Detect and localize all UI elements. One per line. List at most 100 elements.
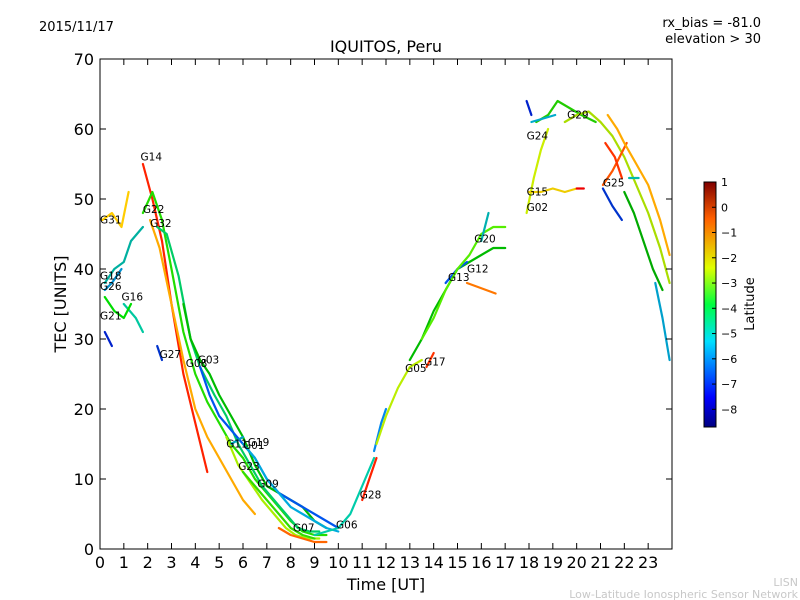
series-line-g21	[103, 295, 133, 320]
x-tick-label: 5	[214, 553, 224, 572]
y-tick-label: 10	[74, 470, 94, 489]
prn-label: G12	[467, 264, 489, 276]
y-tick-label: 50	[74, 190, 94, 209]
x-tick-label: 2	[143, 553, 153, 572]
y-tick-label: 60	[74, 120, 94, 139]
series-line-g21b	[103, 330, 114, 348]
y-tick-label: 70	[74, 50, 94, 69]
series-line-g09	[241, 470, 316, 540]
prn-label: G15	[527, 187, 549, 199]
prn-label: G05	[405, 363, 427, 375]
prn-label: G26	[100, 281, 122, 293]
series-line-g24b	[563, 110, 671, 285]
y-tick-label: 20	[74, 400, 94, 419]
y-tick-label: 40	[74, 260, 94, 279]
prn-label: G22	[143, 204, 165, 216]
x-tick-label: 13	[400, 553, 420, 572]
colorbar-tick-label: −8	[721, 403, 737, 416]
series-line-g31	[101, 190, 130, 229]
x-tick-label: 7	[262, 553, 272, 572]
prn-label: G23	[238, 461, 260, 473]
series-line-g20	[420, 225, 507, 341]
prn-label: G21	[100, 310, 122, 322]
colorbar-label: Latitude	[743, 277, 758, 331]
prn-label: G06	[336, 520, 358, 532]
x-tick-label: 17	[495, 553, 515, 572]
prn-label: G19	[248, 437, 269, 449]
colorbar-tick-label: −2	[721, 252, 737, 265]
series-line-g25e	[623, 190, 664, 292]
prn-label: G25	[603, 177, 625, 189]
colorbar-tick-label: −1	[721, 227, 737, 240]
prn-label: G18	[100, 271, 122, 283]
bias-label: rx_bias = -81.0	[662, 16, 761, 31]
x-axis: 0 1 2 3 4 5 6 7 8 9 10 11 12 13 14 15 16 17 18 19 20 21 22 23	[95, 59, 658, 572]
colorbar	[703, 181, 717, 428]
x-tick-label: 12	[376, 553, 396, 572]
series-line-g05	[375, 358, 423, 446]
series-line-g25b	[601, 187, 624, 222]
prn-label: G29	[567, 110, 589, 122]
series-line-g28	[361, 456, 378, 502]
x-tick-label: 4	[190, 553, 200, 572]
prn-label: G11	[226, 439, 248, 451]
series-line-g19	[241, 442, 340, 533]
chart-title: IQUITOS, Peru	[330, 37, 442, 56]
series-line-g01	[230, 435, 245, 446]
series-line-g25f	[654, 281, 671, 362]
y-axis: 0 10 20 30 40 50 60 70	[74, 50, 672, 559]
prn-label: G28	[360, 490, 382, 502]
series-line-g26	[103, 267, 123, 292]
x-tick-label: 0	[95, 553, 105, 572]
x-tick-label: 18	[519, 553, 539, 572]
x-tick-label: 19	[543, 553, 563, 572]
prn-label: G09	[257, 478, 279, 490]
date-label: 2015/11/17	[39, 20, 114, 35]
y-tick-label: 30	[74, 330, 94, 349]
series-line-g25	[601, 141, 628, 187]
colorbar-tick-label: −5	[721, 328, 737, 341]
series-line-g08	[156, 225, 321, 533]
y-tick-label: 0	[84, 540, 94, 559]
x-tick-label: 22	[614, 553, 634, 572]
elevation-label: elevation > 30	[665, 32, 761, 47]
series-line-g12b	[465, 281, 497, 295]
colorbar-tick-label: 0	[721, 201, 728, 214]
prn-label: G13	[448, 272, 470, 284]
series-line-g13	[408, 246, 507, 362]
series-line-g20b	[480, 211, 490, 243]
x-tick-label: 16	[471, 553, 491, 572]
series-line-g02	[525, 127, 550, 215]
series-line-g06	[313, 456, 376, 537]
series-line-g16	[122, 302, 144, 334]
series-line-g25d	[606, 113, 671, 257]
series-line-g24	[525, 99, 533, 117]
series-line-g29b	[530, 113, 557, 124]
prn-label: G07	[293, 523, 315, 535]
prn-labels: G31G18G26G16G21G14G22G32G27G08G03G11G01G…	[100, 110, 624, 535]
x-tick-label: 1	[119, 553, 129, 572]
prn-label: G32	[150, 218, 172, 230]
series-line-g29	[535, 99, 597, 124]
series-layer	[101, 99, 671, 544]
x-axis-label: Time [UT]	[346, 575, 425, 594]
prn-label: G27	[160, 349, 182, 361]
series-line-g18	[103, 225, 144, 285]
prn-label: G14	[141, 152, 163, 164]
prn-label: G01	[243, 440, 265, 452]
x-tick-label: 9	[309, 553, 319, 572]
x-tick-label: 21	[590, 553, 610, 572]
series-line-g25g	[604, 141, 624, 180]
colorbar-ticks: 1 0 −1 −2 −3 −4 −5 −6 −7 −8	[712, 176, 737, 416]
colorbar-tick-label: −4	[721, 302, 737, 315]
x-tick-label: 15	[447, 553, 467, 572]
prn-label: G02	[527, 202, 549, 214]
series-line-g07	[277, 526, 328, 544]
colorbar-tick-label: 1	[721, 176, 728, 189]
prn-label: G24	[527, 131, 549, 143]
colorbar-tick-label: −3	[721, 277, 737, 290]
x-tick-label: 10	[328, 553, 348, 572]
credit-network: Low-Latitude Ionospheric Sensor Network	[569, 588, 798, 600]
x-tick-label: 6	[238, 553, 248, 572]
